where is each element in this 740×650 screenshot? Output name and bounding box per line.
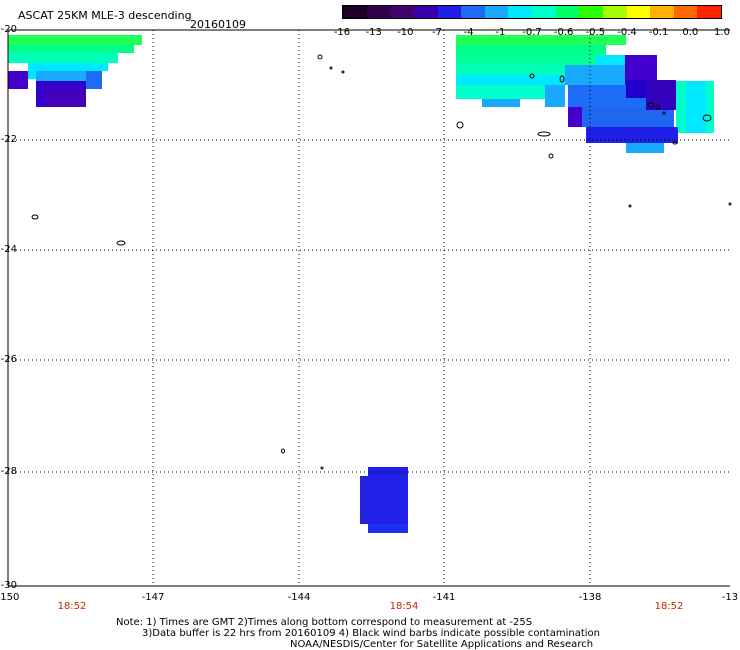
colorbar-label: -10 bbox=[397, 27, 414, 38]
y-label: -30 bbox=[0, 580, 17, 591]
colorbar-label: -7 bbox=[432, 27, 442, 38]
y-label: -28 bbox=[0, 466, 17, 477]
colorbar-swatch bbox=[366, 6, 391, 18]
x-label: -13 bbox=[721, 592, 739, 603]
swath-bottom bbox=[360, 467, 408, 533]
map-title: ASCAT 25KM MLE-3 descending bbox=[18, 9, 192, 22]
colorbar-swatch bbox=[650, 6, 674, 18]
colorbar-swatch bbox=[343, 6, 367, 18]
colorbar-label: -0.6 bbox=[553, 27, 574, 38]
colorbar-label: -4 bbox=[463, 27, 474, 38]
time-label: 18:52 bbox=[57, 601, 87, 612]
colorbar bbox=[342, 5, 722, 19]
note-line-1: Note: 1) Times are GMT 2)Times along bot… bbox=[116, 617, 533, 628]
y-label: -20 bbox=[0, 24, 17, 35]
time-label: 18:52 bbox=[654, 601, 684, 612]
note-line-3: NOAA/NESDIS/Center for Satellite Applica… bbox=[290, 639, 594, 650]
colorbar-swatch bbox=[673, 6, 698, 18]
time-label: 18:54 bbox=[389, 601, 419, 612]
colorbar-swatch bbox=[626, 6, 651, 18]
swath-top-right bbox=[456, 35, 714, 153]
colorbar-swatch bbox=[437, 6, 462, 18]
swath-top-left bbox=[8, 35, 142, 107]
colorbar-swatch bbox=[532, 6, 556, 18]
x-label: -144 bbox=[287, 592, 311, 603]
map-date: 20160109 bbox=[190, 18, 246, 31]
colorbar-label: 0.0 bbox=[682, 27, 699, 38]
colorbar-swatch bbox=[461, 6, 485, 18]
colorbar-label: -0.7 bbox=[522, 27, 542, 38]
island-outlines bbox=[31, 54, 732, 470]
colorbar-swatch bbox=[602, 6, 627, 18]
colorbar-swatch bbox=[579, 6, 603, 18]
x-label: -147 bbox=[141, 592, 165, 603]
x-label: -150 bbox=[0, 592, 20, 603]
colorbar-swatch bbox=[390, 6, 414, 18]
y-label: -22 bbox=[0, 134, 17, 145]
plot-frame bbox=[7, 29, 730, 587]
colorbar-label: -1 bbox=[495, 27, 506, 38]
colorbar-label: -0.5 bbox=[585, 27, 606, 38]
colorbar-labels: -16 -13 -10 -7 -4 -1 -0.7 -0.6 -0.5 -0.4 -0.1 0.0 1.… bbox=[334, 27, 730, 39]
colorbar-label: -0.4 bbox=[617, 27, 637, 38]
colorbar-label: -0.1 bbox=[648, 27, 669, 38]
x-label: -138 bbox=[578, 592, 602, 603]
grid-lines bbox=[8, 30, 730, 586]
colorbar-swatch bbox=[508, 6, 532, 18]
x-label: -141 bbox=[432, 592, 456, 603]
colorbar-label: -16 bbox=[333, 27, 351, 38]
colorbar-swatch bbox=[697, 6, 721, 18]
colorbar-swatch bbox=[484, 6, 509, 18]
y-label: -26 bbox=[0, 354, 17, 365]
colorbar-swatch bbox=[555, 6, 580, 18]
note-line-2: 3)Data buffer is 22 hrs from 20160109 4)… bbox=[142, 628, 600, 639]
colorbar-label: -13 bbox=[365, 27, 382, 38]
colorbar-label: 1.0 bbox=[714, 27, 730, 38]
y-label: -24 bbox=[0, 244, 17, 255]
colorbar-swatch bbox=[413, 6, 438, 18]
